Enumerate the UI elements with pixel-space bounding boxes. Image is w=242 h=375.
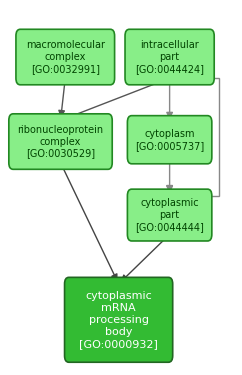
FancyBboxPatch shape (127, 116, 212, 164)
Text: cytoplasm
[GO:0005737]: cytoplasm [GO:0005737] (135, 129, 204, 151)
Text: cytoplasmic
part
[GO:0044444]: cytoplasmic part [GO:0044444] (135, 198, 204, 232)
FancyBboxPatch shape (125, 29, 214, 85)
Text: cytoplasmic
mRNA
processing
body
[GO:0000932]: cytoplasmic mRNA processing body [GO:000… (79, 291, 158, 349)
FancyBboxPatch shape (9, 114, 112, 169)
FancyBboxPatch shape (65, 278, 173, 362)
Text: macromolecular
complex
[GO:0032991]: macromolecular complex [GO:0032991] (26, 40, 105, 74)
Text: ribonucleoprotein
complex
[GO:0030529]: ribonucleoprotein complex [GO:0030529] (17, 124, 104, 159)
FancyBboxPatch shape (127, 189, 212, 241)
FancyBboxPatch shape (16, 29, 115, 85)
Text: intracellular
part
[GO:0044424]: intracellular part [GO:0044424] (135, 40, 204, 74)
